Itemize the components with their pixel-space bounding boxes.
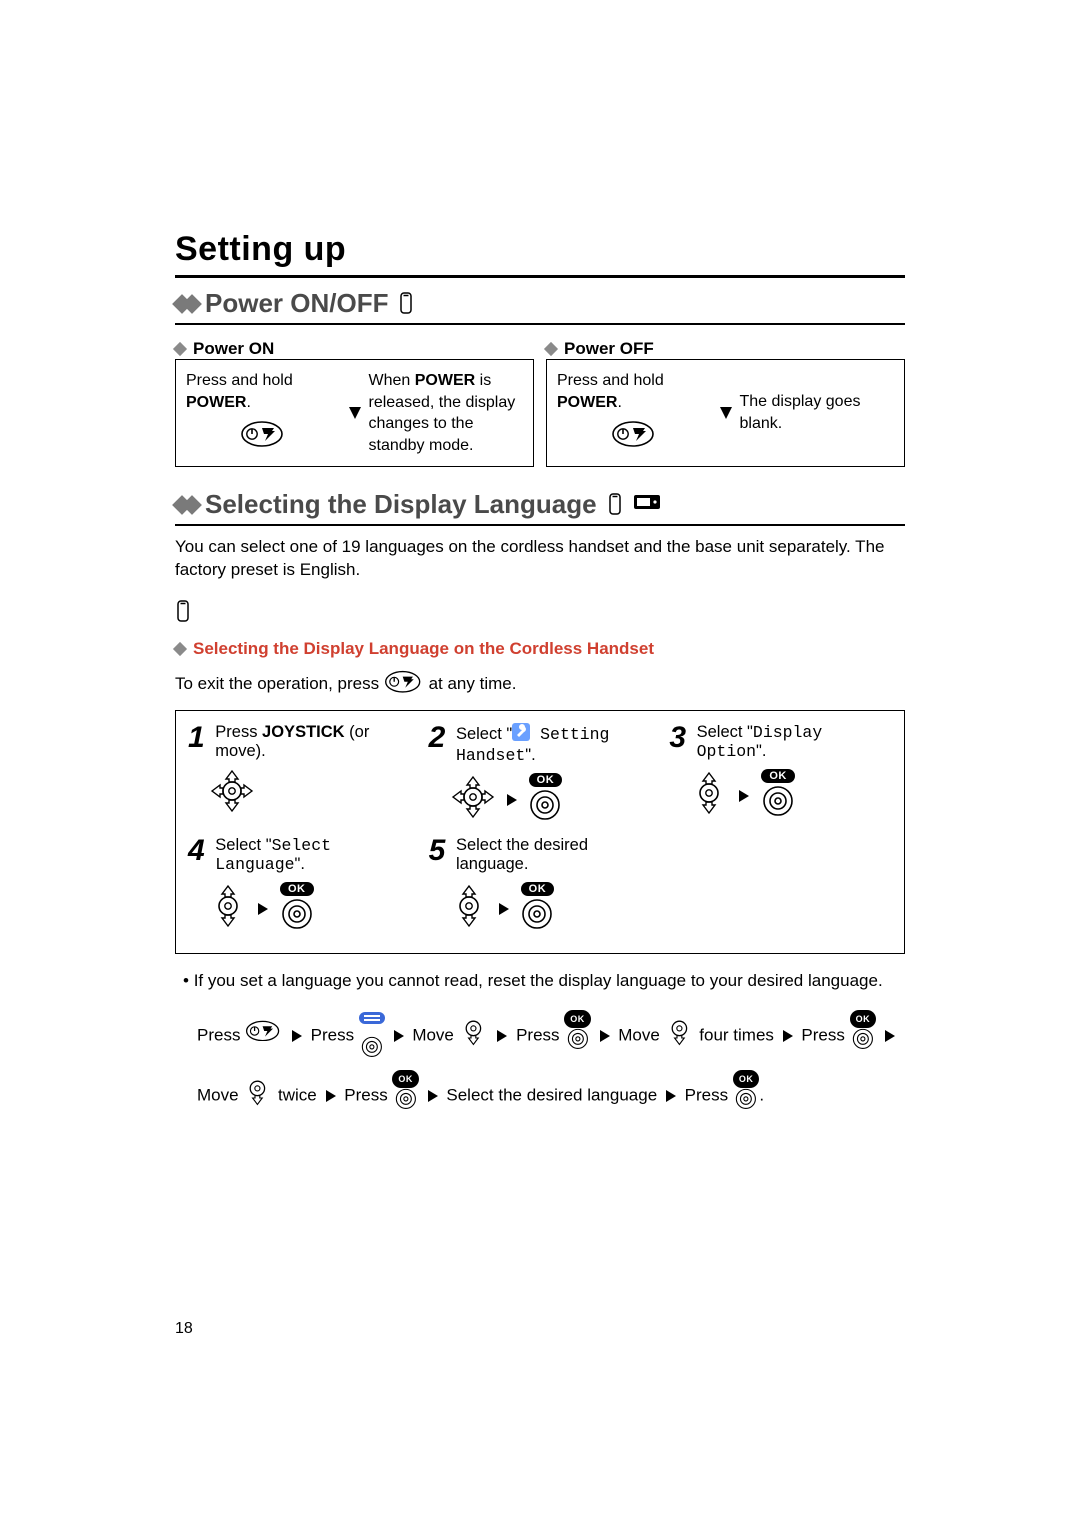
step-4: 4 Select "Select Language". OK [188,836,411,935]
arrow-right-icon [292,1030,302,1042]
arrow-right-icon [600,1030,610,1042]
joystick-updown-icon [451,884,487,933]
joystick-4way-icon [210,769,254,818]
joystick-updown-icon [210,884,246,933]
power-button-icon [245,1019,283,1053]
ok-target-icon [361,1036,383,1070]
arrow-right-icon [739,790,749,802]
menu-button-icon [359,1002,385,1036]
ok-target-icon [852,1028,874,1062]
ok-target-icon [735,1088,757,1122]
steps-box: 1 Press JOYSTICK (or move). 2 Select " S… [175,710,905,954]
power-off-box: Press and hold POWER. The display goes b… [546,359,905,467]
diamond-icon [173,642,187,656]
step-5: 5 Select the desired language. OK [429,836,652,935]
step-2: 2 Select " Setting Handset". OK [429,723,652,826]
handset-icon [175,600,905,633]
arrow-right-icon [326,1090,336,1102]
power-on-box: Press and hold POWER. When POWER is rele… [175,359,534,467]
page-title: Setting up [175,230,905,269]
joystick-down-icon [665,1014,695,1058]
rule-under-title [175,275,905,278]
arrow-right-icon [499,903,509,915]
wrench-icon [512,723,530,746]
lang-reset-sequence: Press Press Move Press OK Move four time… [175,1002,905,1122]
power-heading-text: Power ON/OFF [205,288,388,319]
arrow-right-icon [885,1030,895,1042]
diamond-bullets-icon [175,297,195,311]
lang-intro: You can select one of 19 languages on th… [175,536,905,582]
arrow-down-icon [349,407,361,419]
diamond-icon [173,342,187,356]
ok-pill-icon: OK [761,769,795,783]
joystick-4way-icon [451,775,495,824]
arrow-right-icon [428,1090,438,1102]
step-3: 3 Select "Display Option". OK [669,723,892,826]
power-button-icon [384,669,424,700]
joystick-down-icon [243,1074,273,1118]
ok-pill-icon: OK [733,1070,760,1088]
section-power-heading: Power ON/OFF [175,288,905,319]
power-off-label: Power OFF [546,339,905,359]
arrow-right-icon [666,1090,676,1102]
ok-pill-icon: OK [850,1010,877,1028]
power-button-icon [557,419,712,456]
ok-target-icon [521,898,553,935]
joystick-down-icon [459,1014,489,1058]
ok-target-icon [281,898,313,935]
ok-pill-icon: OK [521,882,555,896]
arrow-right-icon [783,1030,793,1042]
power-button-icon [186,419,341,456]
ok-pill-icon: OK [280,882,314,896]
page-number: 18 [175,1320,193,1338]
ok-pill-icon: OK [392,1070,419,1088]
ok-pill-icon: OK [529,773,563,787]
lang-heading-text: Selecting the Display Language [205,489,597,520]
section-lang-heading: Selecting the Display Language [175,489,905,520]
arrow-down-icon [720,407,732,419]
base-unit-icon [633,491,663,518]
ok-target-icon [762,785,794,822]
diamond-bullets-icon [175,498,195,512]
lang-sub-heading: Selecting the Display Language on the Co… [175,639,905,659]
handset-icon [398,292,414,316]
diamond-icon [544,342,558,356]
handset-icon [607,493,623,517]
arrow-right-icon [497,1030,507,1042]
power-on-label: Power ON [175,339,534,359]
joystick-updown-icon [691,771,727,820]
ok-target-icon [395,1088,417,1122]
lang-exit-note: To exit the operation, press at any time… [175,669,905,700]
lang-reset-note: • If you set a language you cannot read,… [175,968,905,994]
arrow-right-icon [507,794,517,806]
arrow-right-icon [258,903,268,915]
step-1: 1 Press JOYSTICK (or move). [188,723,411,826]
ok-target-icon [567,1028,589,1062]
ok-target-icon [529,789,561,826]
rule-under-lang [175,524,905,526]
ok-pill-icon: OK [564,1010,591,1028]
rule-under-power [175,323,905,325]
arrow-right-icon [394,1030,404,1042]
